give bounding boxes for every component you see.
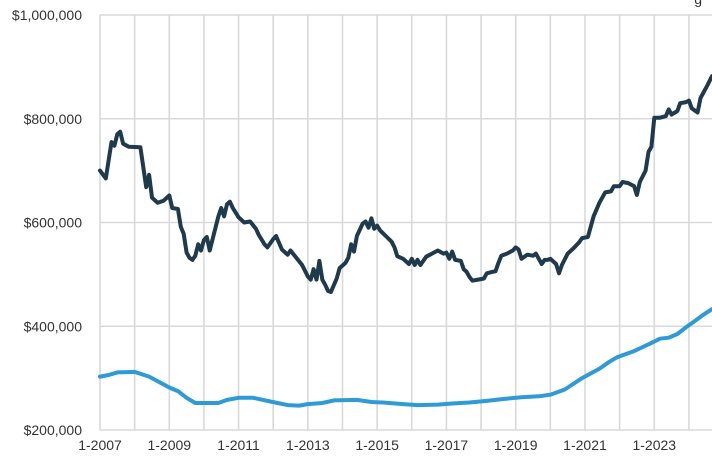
x-tick-label: 1-2021 [563, 437, 607, 453]
x-tick-label: 1-2023 [632, 437, 676, 453]
y-tick-label: $600,000 [24, 215, 83, 231]
x-tick-label: 1-2017 [425, 437, 469, 453]
x-tick-label: 1-2015 [355, 437, 399, 453]
y-tick-label: $400,000 [24, 318, 83, 334]
x-tick-label: 1-2013 [286, 437, 330, 453]
series-line-1 [98, 74, 712, 294]
x-axis-tick-labels: 1-2007 1-2009 1-2011 1-2013 1-2015 1-2017 1-20… [78, 437, 676, 453]
grid-layer [99, 14, 712, 431]
y-tick-label: $800,000 [24, 111, 83, 127]
x-tick-label: 1-2009 [147, 437, 191, 453]
series-line-2 [98, 307, 712, 408]
y-tick-label: $1,000,000 [12, 7, 82, 23]
corner-text-fragment: g [694, 0, 702, 7]
y-axis-tick-labels: $200,000 $400,000 $600,000 $800,000 $1,000,0… [12, 7, 82, 438]
y-tick-label: $200,000 [24, 422, 83, 438]
x-tick-label: 1-2019 [494, 437, 538, 453]
x-tick-label: 1-2007 [78, 437, 122, 453]
x-tick-label: 1-2011 [217, 437, 260, 453]
series-layer [98, 74, 712, 408]
